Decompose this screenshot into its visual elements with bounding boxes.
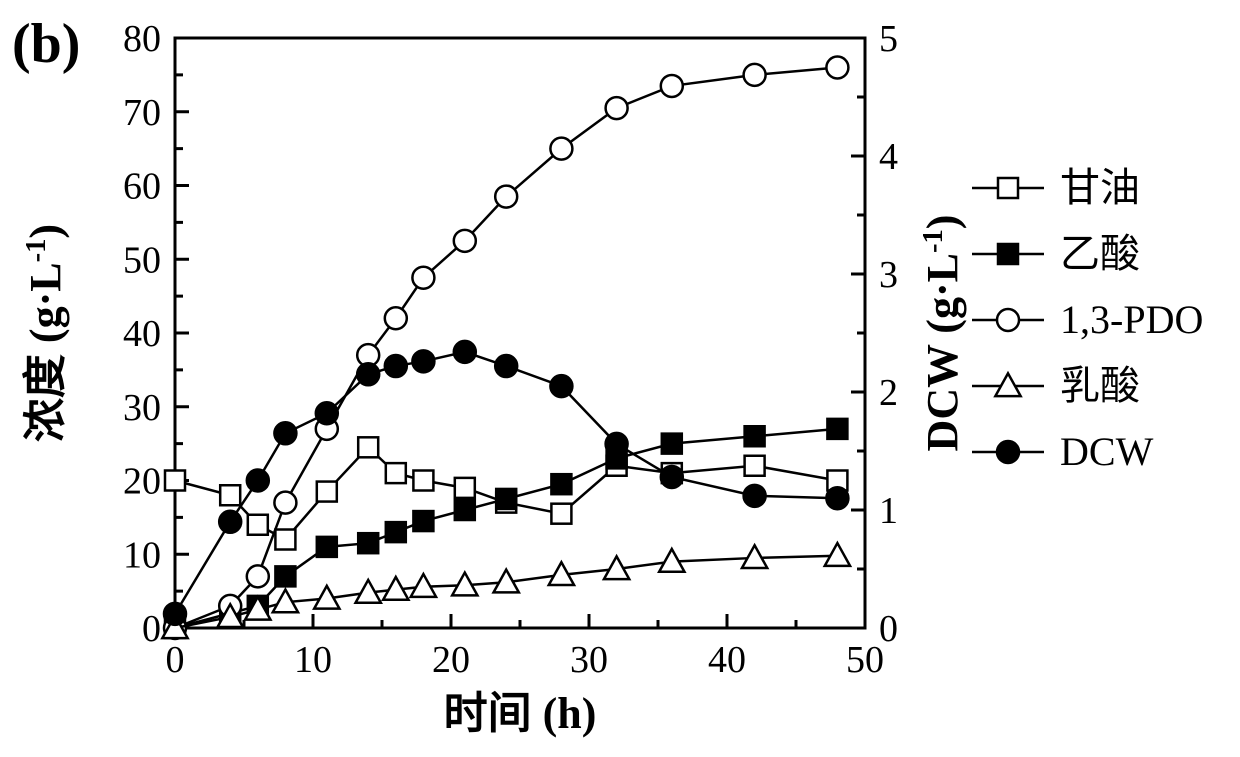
yright-axis-label: DCW (g·L-1) (918, 215, 968, 452)
panel-label: (b) (12, 13, 80, 75)
x-tick-label: 20 (432, 639, 470, 681)
legend-label: 1,3-PDO (1060, 297, 1203, 342)
legend-item-乳酸: 乳酸 (972, 363, 1140, 408)
yleft-tick-label: 40 (123, 313, 161, 355)
figure-container: (b)0102030405001020304050607080012345时间 … (0, 0, 1240, 757)
yleft-tick-label: 70 (123, 92, 161, 134)
yright-tick-label: 1 (879, 490, 898, 532)
legend-label: 乙酸 (1060, 231, 1140, 276)
x-tick-label: 10 (294, 639, 332, 681)
yright-tick-label: 4 (879, 136, 898, 178)
yleft-tick-label: 60 (123, 166, 161, 208)
series-1,3-PDO (164, 57, 848, 640)
legend-label: DCW (1060, 429, 1154, 474)
legend-label: 甘油 (1060, 165, 1140, 210)
legend-item-DCW: DCW (972, 429, 1154, 474)
yright-tick-label: 3 (879, 254, 898, 296)
yright-tick-label: 5 (879, 18, 898, 60)
x-tick-label: 30 (570, 639, 608, 681)
yleft-tick-label: 30 (123, 387, 161, 429)
yright-tick-label: 0 (879, 608, 898, 650)
yleft-tick-label: 10 (123, 534, 161, 576)
legend-item-1,3-PDO: 1,3-PDO (972, 297, 1203, 342)
legend-item-甘油: 甘油 (972, 165, 1140, 210)
x-tick-label: 40 (708, 639, 746, 681)
yleft-tick-label: 50 (123, 239, 161, 281)
yleft-tick-label: 0 (142, 608, 161, 650)
chart-svg: (b)0102030405001020304050607080012345时间 … (0, 0, 1240, 757)
legend-label: 乳酸 (1060, 363, 1140, 408)
x-tick-label: 0 (166, 639, 185, 681)
yleft-tick-label: 80 (123, 18, 161, 60)
yleft-axis-label: 浓度 (g·L-1) (21, 224, 71, 442)
legend-item-乙酸: 乙酸 (972, 231, 1140, 276)
x-axis-label: 时间 (h) (444, 689, 597, 738)
yright-tick-label: 2 (879, 372, 898, 414)
yleft-tick-label: 20 (123, 461, 161, 503)
